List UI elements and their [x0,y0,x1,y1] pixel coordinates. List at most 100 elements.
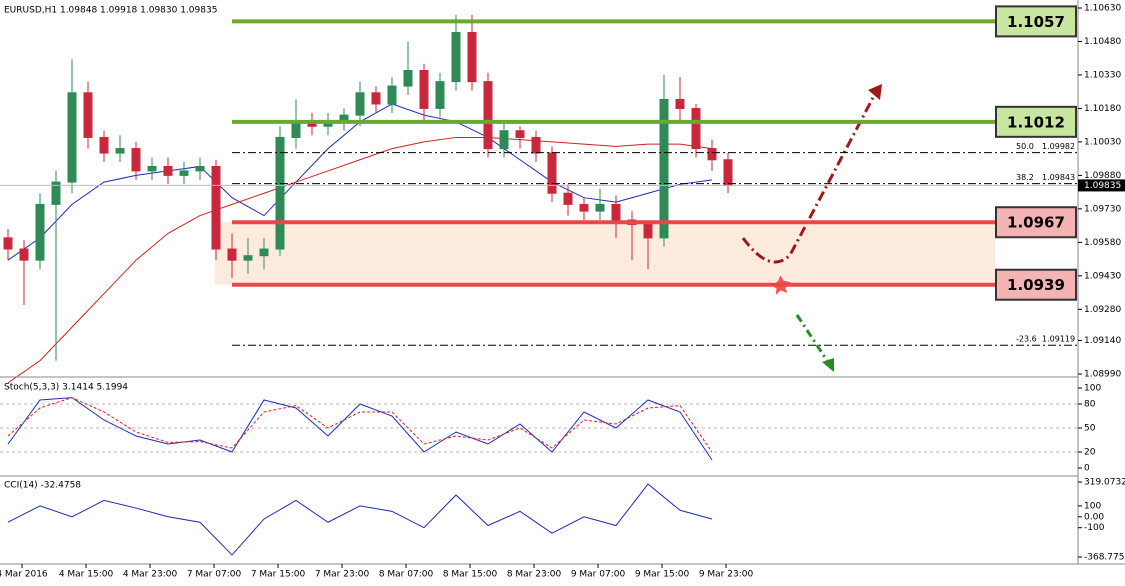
support-zone [215,222,995,285]
candle-body [531,136,541,154]
candle-body [243,255,253,261]
y-tick-label: -368.775 [1084,553,1124,563]
level-label: 1.0939 [1007,276,1065,294]
cci-label: CCI(14) -32.4758 [4,481,81,491]
x-tick-label: 4 Mar 23:00 [123,570,178,580]
y-tick-label: 1.10180 [1084,104,1121,114]
y-tick-label: 1.08990 [1084,370,1121,380]
fib-ratio: 38.2 [1016,173,1034,182]
arrow-head [868,84,882,100]
candle-body [227,248,237,261]
y-tick-label: 1.09880 [1084,171,1121,181]
oscillator-line [7,397,713,461]
candle-body [131,148,141,172]
level-label: 1.1012 [1007,113,1065,131]
x-tick-label: 8 Mar 15:00 [443,570,498,580]
level-box [995,268,1077,301]
x-tick-label: 8 Mar 23:00 [507,570,562,580]
candle-body [547,152,557,194]
candle-body [515,130,525,138]
candle-body [179,170,189,176]
y-tick-label: 1.10480 [1084,37,1121,47]
candle-body [691,107,701,150]
fib-price: 1.09843 [1042,173,1075,182]
x-tick-label: 9 Mar 23:00 [699,570,754,580]
candle-body [499,130,509,150]
candle-body [51,181,61,205]
candle-body [483,81,493,150]
y-tick-label: 1.10630 [1084,4,1121,14]
candle-body [291,121,301,138]
x-tick-label: 7 Mar 15:00 [251,570,306,580]
candle-body [579,203,589,212]
candle-body [195,165,205,172]
x-tick-label: 9 Mar 15:00 [635,570,690,580]
zone-layer [215,222,995,285]
level-label: 1.1057 [1007,13,1065,31]
price-chart [3,14,733,384]
level-box [995,105,1077,138]
candle-body [611,203,621,221]
candle-body [19,248,29,261]
candle-body [3,237,13,250]
x-tick-label: 4 Mar 2016 [0,570,48,580]
moving-average [7,136,713,384]
y-tick-label: 1.09580 [1084,238,1121,248]
candle-body [67,92,77,183]
candle-body [387,85,397,105]
y-tick-label: 1.10030 [1084,137,1121,147]
fib-ratio: -23.6 [1016,335,1037,344]
y-tick-label: -100 [1084,523,1105,533]
arrow-head [822,358,834,372]
projection-arrow-up [741,87,880,264]
oscillator-line [7,397,713,453]
x-tick-label: 7 Mar 07:00 [187,570,242,580]
y-tick-label: 1.09730 [1084,204,1121,214]
candle-body [211,165,221,250]
y-tick-label: 50 [1084,424,1096,434]
y-tick-label: 1.09430 [1084,271,1121,281]
y-tick-label: 1.09140 [1084,336,1121,346]
oscillator-line [7,483,713,556]
symbol-header: EURUSD,H1 1.09848 1.09918 1.09830 1.0983… [4,6,217,16]
x-tick-label: 4 Mar 15:00 [59,570,114,580]
level-label: 1.0967 [1007,214,1065,232]
y-tick-label: 1.09280 [1084,305,1121,315]
y-tick-label: 0.00 [1084,512,1104,522]
fib-price: 1.09119 [1042,335,1075,344]
candle-body [83,92,93,138]
candle-body [163,165,173,176]
candle-body [419,69,429,109]
level-box [995,5,1077,38]
candle-body [675,99,685,109]
candle-body [563,192,573,205]
candle-body [467,32,477,83]
current-price-box [1078,179,1125,192]
candle-body [275,136,285,250]
candle-body [115,148,125,154]
candle-body [707,148,717,161]
y-tick-label: 0 [1084,464,1090,474]
candle-body [435,81,445,109]
candle-body [259,248,269,257]
candle-body [99,136,109,154]
candle-body [35,203,45,261]
y-tick-label: 80 [1084,400,1096,410]
level-box [995,206,1077,239]
candle-body [595,203,605,212]
y-tick-label: 100 [1084,384,1101,394]
candle-body [659,99,669,239]
candle-body [147,165,157,172]
candle-body [643,223,653,239]
x-tick-label: 9 Mar 07:00 [571,570,626,580]
x-tick-label: 7 Mar 23:00 [315,570,370,580]
candle-body [355,92,365,116]
y-tick-label: 319.0732 [1084,478,1125,488]
candle-body [451,32,461,83]
y-tick-label: 20 [1084,448,1096,458]
current-price: 1.09835 [1084,181,1121,191]
fib-price: 1.09982 [1042,142,1075,151]
stoch-label: Stoch(5,3,3) 3.1414 5.1994 [4,383,128,393]
